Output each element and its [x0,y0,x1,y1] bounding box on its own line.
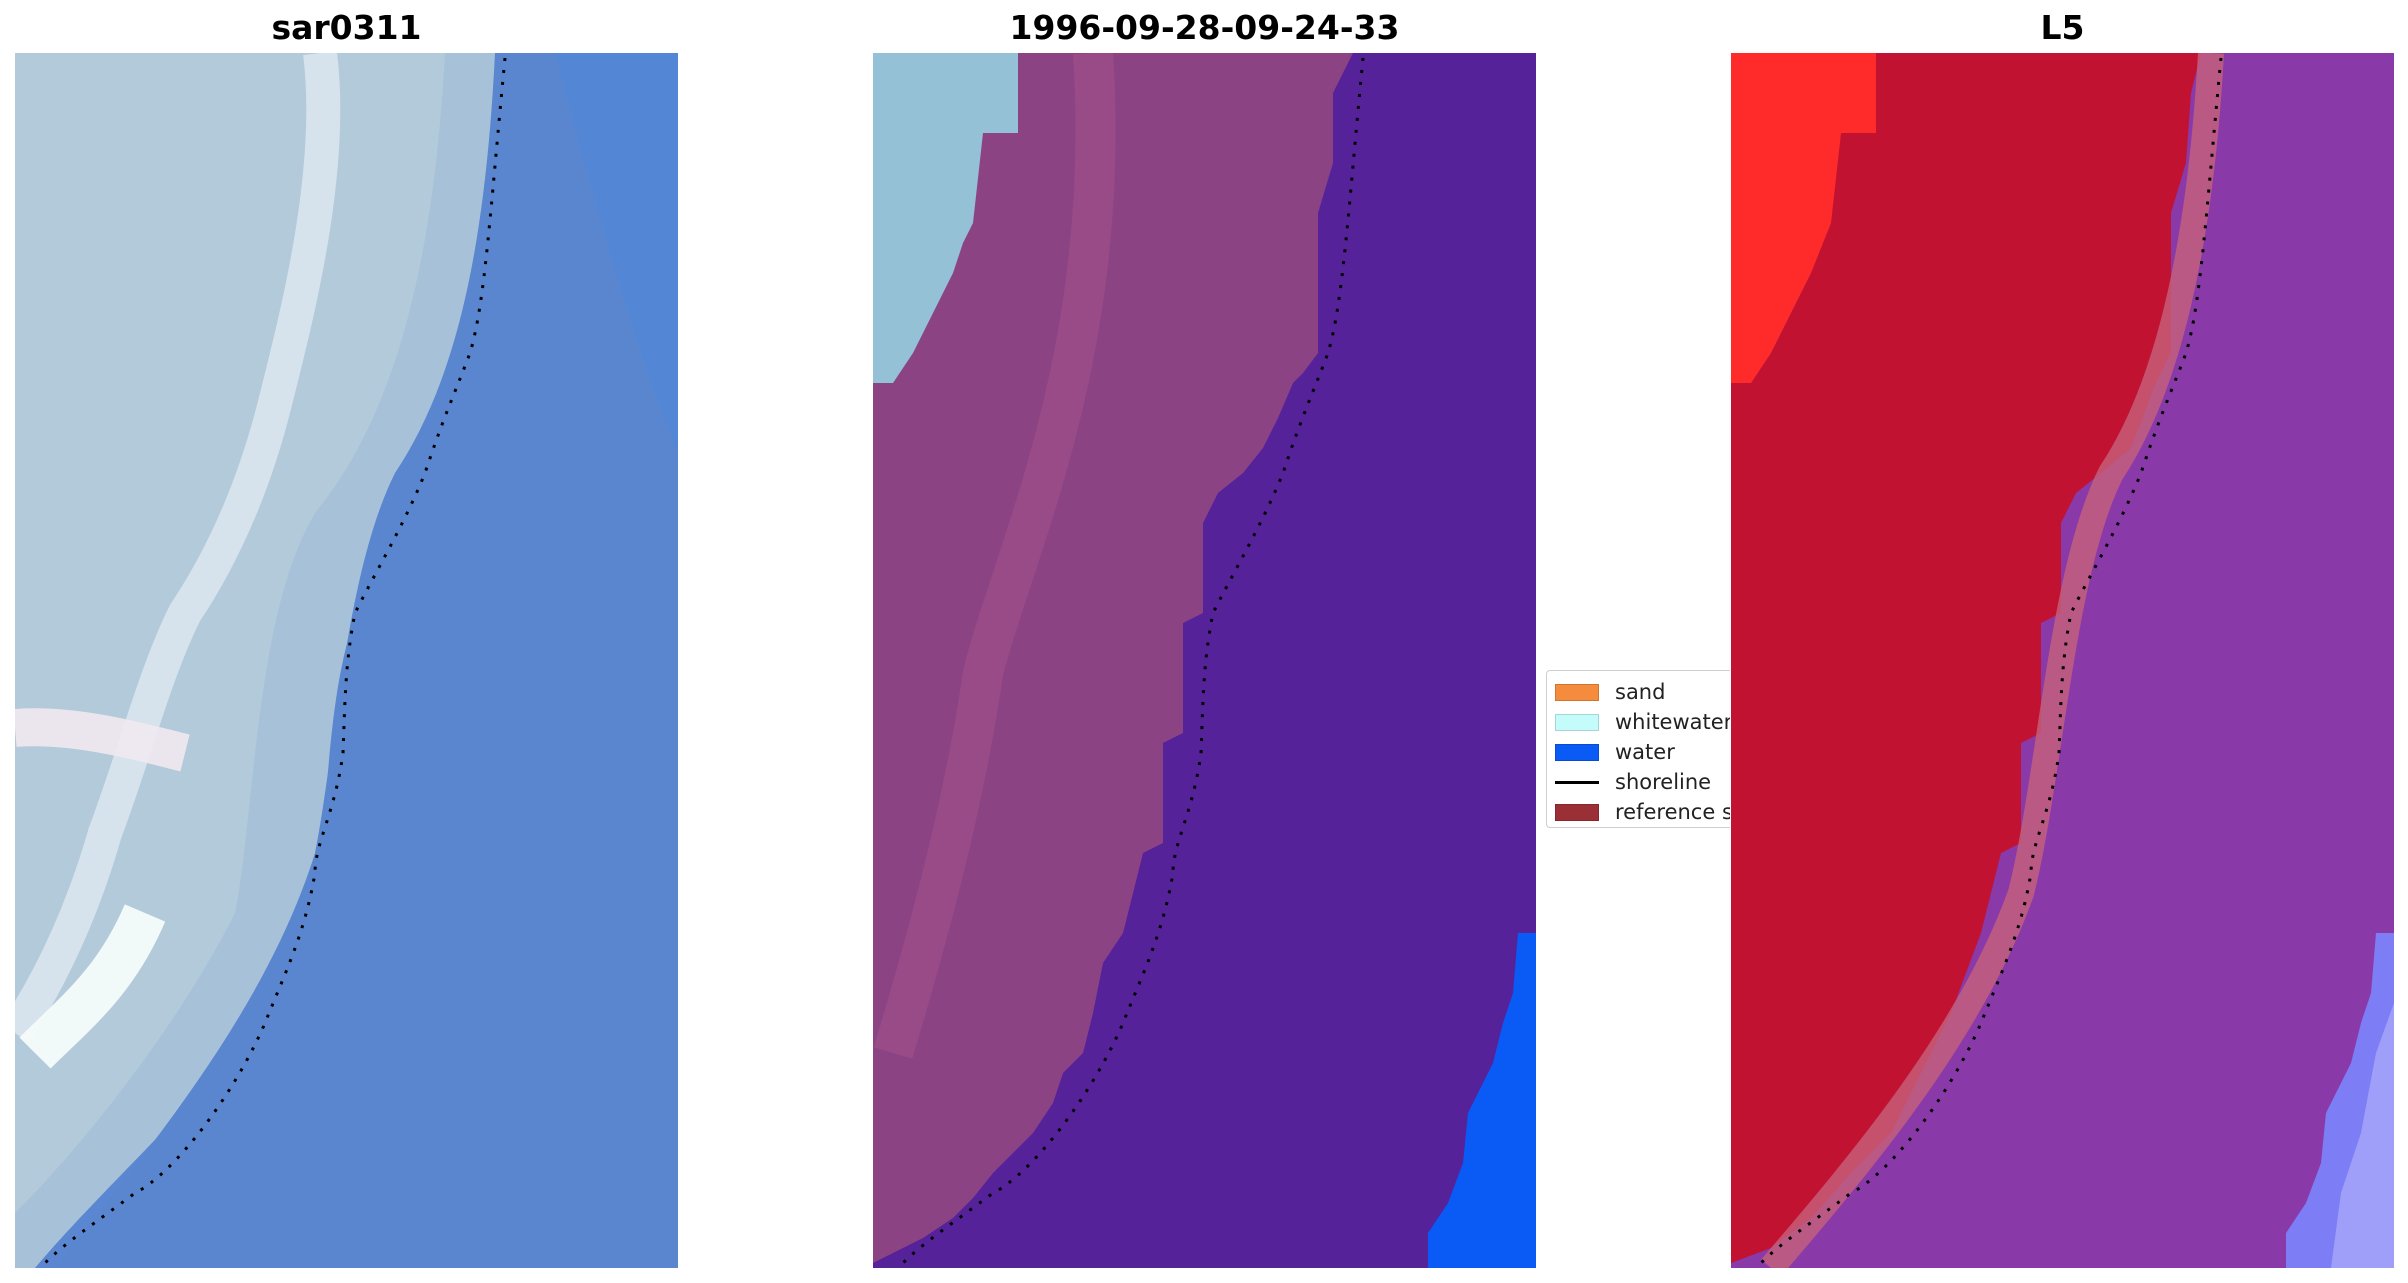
sand-swatch [1555,683,1599,701]
legend: sand whitewater water shoreline referenc… [1546,670,1730,828]
legend-item-sand: sand [1555,679,1665,705]
shoreline-swatch [1555,780,1599,784]
whitewater-swatch [1555,713,1599,731]
shoreline-line [43,57,507,1265]
index-image-panel [1731,53,2394,1268]
legend-label-sand: sand [1615,680,1666,704]
legend-item-water: water [1555,739,1675,765]
reference-swatch [1555,803,1599,821]
panel-title-index: L5 [2040,8,2085,47]
legend-label-water: water [1615,740,1675,764]
legend-item-whitewater: whitewater [1555,709,1730,735]
legend-label-shoreline: shoreline [1615,770,1712,794]
legend-item-reference: reference s [1555,799,1730,825]
index-image [1731,53,2394,1268]
classified-image-panel [873,53,1536,1268]
water-swatch [1555,743,1599,761]
panel-title-rgb: sar0311 [271,8,422,47]
shoreline-line-index [1759,57,2223,1265]
rgb-image-panel [15,53,678,1268]
classified-image [873,53,1536,1268]
legend-item-shoreline: shoreline [1555,769,1711,795]
legend-label-reference: reference s [1615,800,1730,824]
panel-title-classified: 1996-09-28-09-24-33 [1009,8,1400,47]
shoreline-line-classified [901,57,1365,1265]
rgb-image [15,53,678,1268]
legend-label-whitewater: whitewater [1615,710,1730,734]
